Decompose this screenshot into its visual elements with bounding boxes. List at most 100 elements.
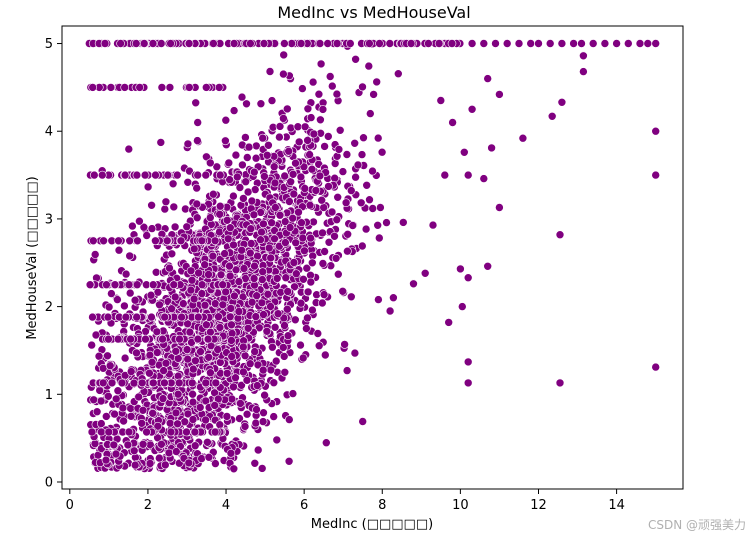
data-point [308, 305, 317, 315]
data-point [330, 159, 340, 168]
data-point [120, 170, 130, 180]
data-point [240, 422, 250, 431]
data-point [526, 39, 536, 48]
data-point [385, 39, 395, 48]
data-point [331, 253, 341, 263]
data-point [306, 277, 316, 287]
data-point [170, 292, 180, 302]
data-point [340, 340, 349, 349]
data-point [288, 170, 298, 179]
data-point [305, 200, 315, 210]
data-point [123, 440, 133, 450]
data-point [284, 456, 294, 466]
data-point [102, 412, 111, 421]
data-point [201, 170, 211, 180]
data-point [651, 362, 661, 372]
data-point [201, 415, 210, 425]
data-point [467, 105, 477, 114]
data-point [121, 312, 131, 322]
data-point [173, 170, 182, 180]
data-point [173, 354, 183, 363]
data-point [357, 150, 367, 159]
data-point [434, 39, 444, 48]
data-point [253, 445, 263, 455]
data-point [215, 210, 224, 219]
data-point [113, 334, 123, 344]
data-point [132, 170, 142, 180]
data-point [267, 218, 276, 227]
data-point [126, 334, 135, 344]
data-point [309, 217, 318, 227]
data-point [324, 238, 334, 247]
data-point [259, 39, 269, 48]
data-point [346, 186, 356, 195]
data-point [202, 320, 211, 330]
data-point [495, 203, 504, 212]
data-point [143, 182, 153, 192]
data-point [149, 378, 158, 388]
data-point [200, 300, 210, 310]
data-point [94, 351, 104, 361]
data-point [160, 204, 170, 214]
data-point [180, 417, 189, 427]
data-point [279, 352, 289, 361]
data-point [120, 353, 130, 363]
data-point [284, 146, 294, 156]
data-point [307, 164, 317, 174]
x-tick-label: 14 [608, 498, 625, 513]
data-point [169, 280, 179, 290]
data-point [242, 409, 252, 419]
data-point [259, 408, 268, 418]
data-point [262, 326, 272, 336]
data-point [393, 69, 403, 78]
data-point [220, 249, 229, 258]
data-point [317, 298, 327, 308]
data-point [327, 81, 337, 91]
data-point [368, 166, 377, 176]
y-tick-label: 4 [45, 125, 53, 140]
data-point [283, 331, 293, 341]
data-point [111, 449, 121, 459]
data-point [92, 407, 102, 417]
data-point [234, 307, 244, 316]
data-point [365, 39, 374, 48]
data-point [297, 218, 306, 227]
data-point [229, 464, 239, 474]
data-point [623, 39, 633, 48]
data-point [166, 39, 175, 48]
data-point [307, 258, 317, 268]
data-point [534, 39, 543, 48]
data-point [191, 98, 200, 108]
data-point [436, 96, 446, 105]
data-point [211, 299, 220, 308]
data-point [116, 39, 125, 48]
data-point [240, 351, 250, 361]
data-point [157, 39, 166, 48]
data-point [164, 448, 174, 458]
data-point [317, 195, 327, 205]
data-point [651, 126, 661, 136]
data-point [234, 277, 244, 286]
data-point [166, 427, 176, 437]
data-point [237, 92, 247, 102]
data-point [171, 408, 181, 418]
data-point [107, 378, 117, 388]
data-point [315, 39, 325, 48]
data-point [157, 439, 166, 449]
data-point [197, 289, 207, 298]
data-point [350, 139, 360, 148]
data-point [133, 236, 142, 246]
y-tick-label: 5 [45, 37, 53, 52]
data-point [282, 304, 292, 314]
data-point [225, 271, 235, 281]
data-point [204, 270, 213, 279]
data-point [206, 158, 215, 168]
data-point [369, 90, 378, 99]
data-point [237, 380, 246, 390]
data-point [155, 453, 164, 463]
data-point [90, 170, 99, 180]
data-point [300, 122, 310, 132]
data-point [231, 373, 240, 383]
data-point [374, 295, 383, 304]
data-point [210, 236, 220, 246]
